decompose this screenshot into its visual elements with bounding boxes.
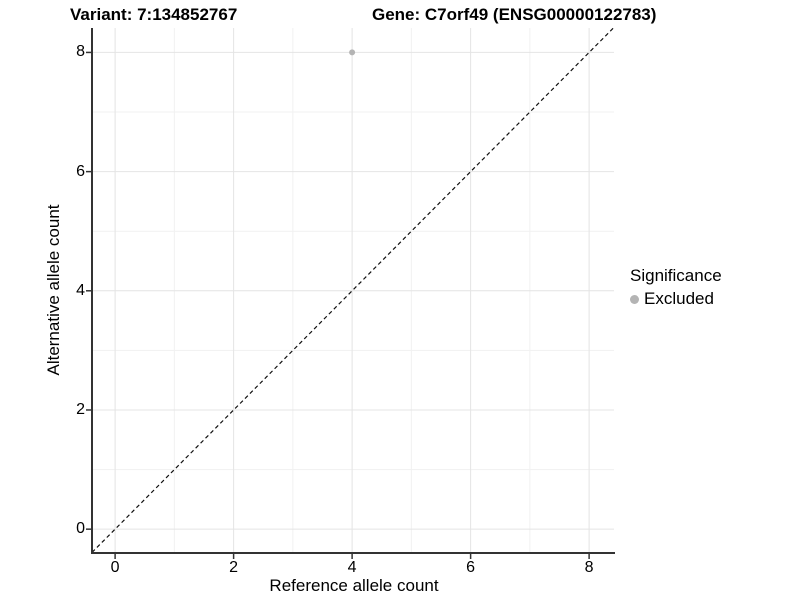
variant-title: Variant: 7:134852767: [70, 5, 238, 24]
legend-item: Excluded: [630, 289, 722, 309]
legend-label: Excluded: [644, 289, 714, 308]
x-tick-label: 8: [584, 559, 594, 576]
legend: Significance Excluded: [630, 266, 722, 309]
gene-title: Gene: C7orf49 (ENSG00000122783): [372, 5, 657, 24]
y-tick-label: 2: [76, 400, 85, 418]
x-axis-title: Reference allele count: [269, 576, 439, 595]
identity-reference-line: [91, 27, 614, 553]
x-tick-label: 6: [466, 559, 476, 576]
legend-title: Significance: [630, 266, 722, 285]
legend-items: Excluded: [630, 289, 722, 309]
legend-point-icon: [630, 294, 639, 304]
x-tick-label: 2: [229, 559, 239, 576]
y-tick-label: 0: [76, 520, 85, 538]
y-tick-label: 8: [76, 43, 85, 61]
data-point: [349, 49, 356, 56]
x-tick-label: 4: [347, 559, 357, 576]
y-tick-label: 6: [76, 162, 85, 180]
x-tick-label: 0: [110, 559, 120, 576]
y-tick-label: 4: [76, 281, 85, 299]
